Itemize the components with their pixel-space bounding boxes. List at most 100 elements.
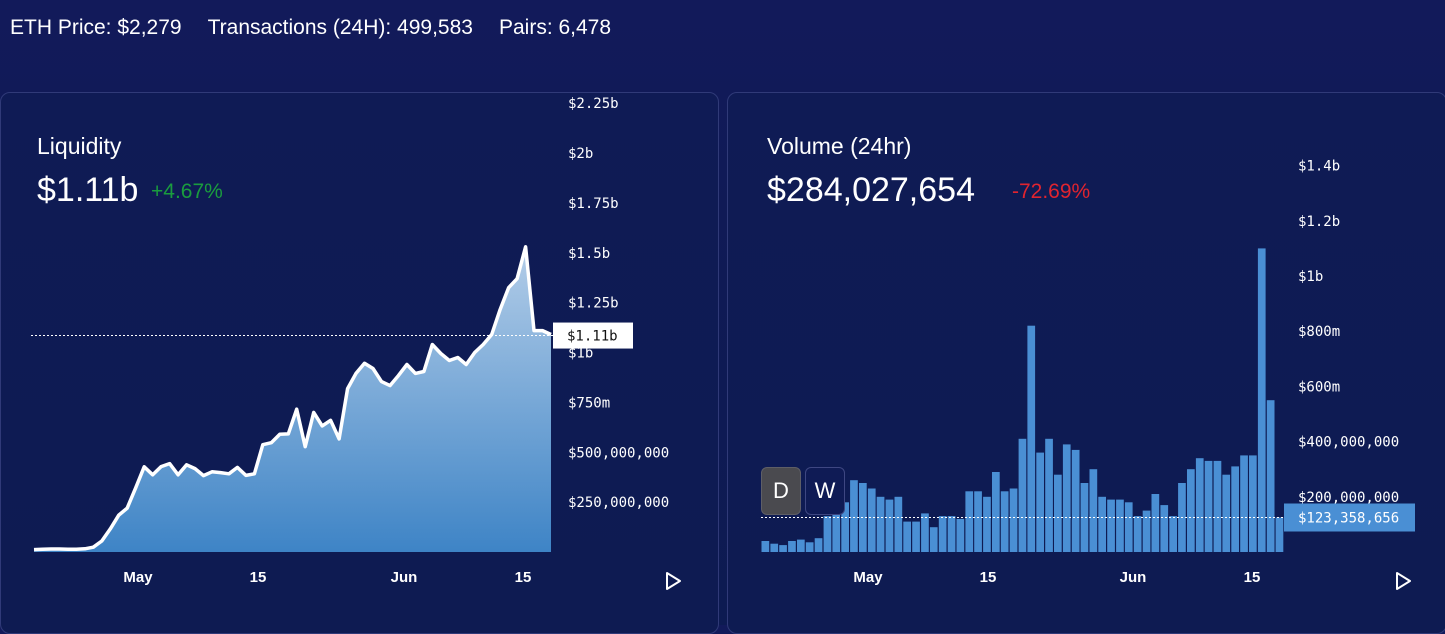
volume-bar [876, 496, 885, 552]
volume-bar [1240, 455, 1248, 552]
volume-bar [912, 521, 920, 552]
volume-bar [1027, 325, 1036, 552]
volume-bar [867, 488, 876, 552]
volume-bar [1257, 248, 1266, 552]
volume-bar [1071, 449, 1080, 552]
day-toggle-button[interactable]: D [761, 467, 801, 515]
volume-bar [983, 496, 991, 552]
week-toggle-button[interactable]: W [805, 467, 845, 515]
y-tick-label: $1.2b [1298, 214, 1340, 230]
volume-bar [921, 513, 929, 552]
current-value-label: $1.11b [567, 329, 618, 345]
volume-bar [1080, 483, 1089, 552]
pairs-stat: Pairs: 6,478 [498, 16, 612, 39]
volume-bar [770, 543, 779, 552]
volume-bar [1275, 517, 1284, 552]
y-tick-label: $1.5b [568, 246, 610, 262]
y-tick-label: $1b [1298, 269, 1323, 285]
y-tick-label: $750m [568, 395, 610, 411]
volume-bar [1187, 469, 1195, 552]
volume-bar [805, 542, 814, 552]
y-tick-label: $200,000,000 [1298, 490, 1399, 506]
volume-bar [1124, 502, 1133, 552]
liquidity-area [34, 246, 551, 553]
volume-bar [850, 480, 858, 552]
play-icon[interactable] [663, 571, 683, 591]
volume-bar [1160, 505, 1169, 552]
x-tick-label: Jun [391, 569, 418, 586]
volume-card: $1.4b $1.2b $1b $800m $600m $400,000,000 $200,… [727, 92, 1445, 634]
volume-bar [929, 527, 938, 552]
volume-bar [1231, 466, 1239, 552]
volume-value: $284,027,654 [767, 171, 975, 209]
volume-bar [1098, 496, 1106, 552]
volume-bar [1249, 455, 1257, 552]
volume-bar [903, 521, 911, 552]
y-tick-label: $1.4b [1298, 159, 1340, 175]
x-tick-label: Jun [1120, 569, 1147, 586]
volume-bar [938, 516, 947, 552]
liquidity-line [33, 245, 552, 552]
volume-bar [1213, 460, 1222, 552]
volume-bar [1062, 444, 1071, 552]
x-tick-label: May [853, 569, 883, 586]
y-tick-label: $1.25b [568, 296, 619, 312]
volume-bar [894, 496, 903, 552]
volume-bar [1169, 516, 1177, 552]
current-value-tag [553, 322, 633, 349]
volume-bar [797, 539, 805, 552]
volume-bar [947, 516, 956, 552]
x-tick-label: May [123, 569, 153, 586]
volume-bar [885, 499, 894, 552]
volume-bar [1142, 510, 1151, 552]
x-tick-label: 15 [1244, 569, 1261, 586]
volume-bar [779, 545, 787, 552]
volume-bar [1054, 474, 1062, 552]
y-tick-label: $2b [568, 146, 593, 162]
volume-bar [1045, 438, 1053, 552]
volume-bar [992, 472, 1000, 552]
volume-bar [1116, 499, 1124, 552]
x-tick-label: 15 [980, 569, 997, 586]
y-tick-label: $800m [1298, 324, 1340, 340]
volume-bar [788, 541, 796, 552]
liquidity-value: $1.11b [37, 171, 139, 209]
volume-bar [1000, 491, 1009, 552]
volume-bar [1089, 469, 1098, 552]
y-tick-label: $1.75b [568, 196, 619, 212]
volume-bar [965, 491, 974, 552]
y-tick-label: $600m [1298, 379, 1340, 395]
volume-bar [823, 516, 832, 552]
x-tick-label: 15 [250, 569, 267, 586]
current-value-label: $123,358,656 [1298, 511, 1399, 527]
volume-bar [956, 518, 965, 552]
liquidity-change: +4.67% [151, 180, 223, 203]
volume-bar [1151, 494, 1160, 552]
y-tick-label: $500,000,000 [568, 445, 669, 461]
volume-chart[interactable]: $1.4b $1.2b $1b $800m $600m $400,000,000 $200,… [728, 93, 1445, 633]
y-tick-label: $250,000,000 [568, 495, 669, 511]
volume-change: -72.69% [1012, 180, 1091, 203]
volume-title: Volume (24hr) [767, 133, 912, 159]
volume-bar [1222, 474, 1231, 552]
volume-bar [974, 491, 982, 552]
stats-bar: ETH Price: $2,279 Transactions (24H): 49… [10, 16, 611, 40]
y-tick-label: $1b [568, 346, 593, 362]
volume-bar [1107, 499, 1115, 552]
volume-bar [1018, 438, 1027, 552]
volume-bar [1036, 452, 1044, 552]
volume-bar [1195, 458, 1204, 552]
liquidity-chart[interactable]: $2.25b $2b $1.75b $1.5b $1.25b $1b $750m $500,0… [1, 93, 718, 633]
eth-price-stat: ETH Price: $2,279 [10, 16, 182, 39]
x-tick-label: 15 [515, 569, 532, 586]
y-tick-label: $2.25b [568, 96, 619, 112]
volume-bar [814, 538, 823, 552]
play-icon[interactable] [1393, 571, 1413, 591]
volume-bar [1009, 488, 1018, 552]
y-tick-label: $400,000,000 [1298, 435, 1399, 451]
volume-bar [1266, 400, 1275, 552]
volume-bar [1133, 516, 1142, 552]
volume-bar [832, 491, 841, 552]
volume-bar [761, 541, 770, 552]
liquidity-title: Liquidity [37, 133, 122, 159]
